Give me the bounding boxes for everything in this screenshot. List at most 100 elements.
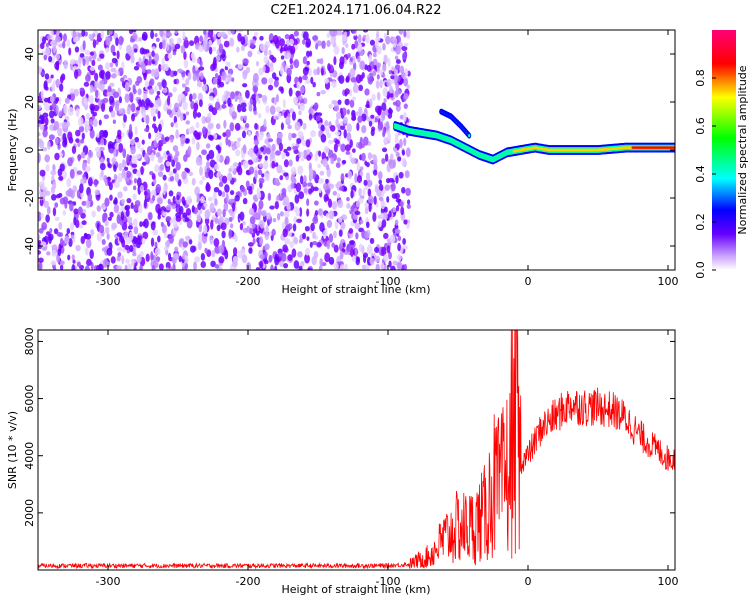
noise-blob bbox=[67, 254, 71, 261]
noise-blob bbox=[172, 145, 179, 152]
noise-blob bbox=[106, 233, 110, 240]
noise-blob bbox=[394, 136, 399, 145]
noise-blob bbox=[157, 110, 161, 119]
noise-blob bbox=[335, 162, 341, 169]
noise-blob bbox=[52, 181, 57, 190]
noise-blob bbox=[376, 62, 382, 68]
noise-blob bbox=[70, 58, 76, 65]
noise-blob bbox=[154, 85, 158, 92]
noise-blob bbox=[208, 95, 214, 101]
noise-blob bbox=[339, 264, 346, 270]
noise-blob bbox=[224, 249, 229, 260]
noise-blob bbox=[89, 128, 95, 139]
spectrogram-x-tick-label: -300 bbox=[96, 275, 121, 288]
noise-blob bbox=[73, 69, 79, 80]
noise-blob bbox=[373, 169, 378, 176]
noise-blob bbox=[100, 30, 105, 39]
noise-blob bbox=[91, 210, 96, 218]
noise-blob bbox=[204, 209, 210, 220]
noise-blob bbox=[265, 147, 271, 155]
noise-blob bbox=[157, 156, 163, 164]
noise-blob bbox=[333, 105, 340, 112]
noise-blob bbox=[267, 192, 272, 201]
noise-blob bbox=[380, 262, 385, 270]
noise-blob bbox=[163, 232, 168, 239]
noise-blob bbox=[289, 108, 294, 114]
noise-blob bbox=[368, 120, 373, 127]
noise-blob bbox=[320, 133, 327, 143]
noise-blob bbox=[73, 208, 79, 215]
snr-panel: -300 -200 -100 0 100 2000 4000 6000 8000 Height … bbox=[6, 327, 679, 596]
noise-blob bbox=[150, 30, 155, 40]
noise-blob bbox=[232, 162, 239, 168]
noise-blob bbox=[295, 90, 301, 98]
noise-blob bbox=[192, 65, 196, 75]
noise-blob bbox=[123, 186, 128, 192]
noise-blob bbox=[250, 42, 255, 48]
noise-blob bbox=[77, 206, 83, 216]
noise-blob bbox=[354, 39, 359, 49]
noise-blob bbox=[331, 201, 338, 210]
noise-blob bbox=[241, 44, 245, 52]
noise-blob bbox=[366, 221, 370, 229]
noise-blob bbox=[398, 171, 404, 179]
noise-blob bbox=[224, 94, 228, 100]
noise-blob bbox=[236, 103, 242, 113]
noise-blob bbox=[198, 232, 203, 243]
noise-blob bbox=[210, 63, 216, 72]
noise-blob bbox=[59, 237, 64, 246]
noise-blob bbox=[210, 219, 214, 230]
noise-blob bbox=[158, 84, 162, 91]
noise-blob bbox=[107, 176, 111, 187]
noise-blob bbox=[342, 242, 346, 248]
noise-blob bbox=[158, 64, 162, 72]
noise-blob bbox=[305, 38, 312, 48]
noise-blob bbox=[265, 105, 270, 114]
noise-blob bbox=[183, 51, 187, 60]
noise-blob bbox=[334, 139, 340, 145]
noise-blob bbox=[283, 210, 290, 218]
noise-blob bbox=[208, 149, 215, 160]
noise-blob bbox=[287, 231, 293, 237]
noise-blob bbox=[113, 164, 117, 172]
noise-blob bbox=[71, 145, 77, 154]
noise-blob bbox=[269, 105, 276, 115]
noise-blob bbox=[71, 254, 75, 261]
noise-blob bbox=[133, 266, 137, 270]
noise-blob bbox=[121, 132, 125, 138]
noise-blob bbox=[195, 121, 200, 129]
noise-blob bbox=[298, 265, 303, 270]
noise-blob bbox=[86, 125, 91, 131]
noise-blob bbox=[107, 86, 112, 93]
noise-blob bbox=[55, 96, 60, 102]
noise-blob bbox=[74, 46, 80, 53]
noise-blob bbox=[97, 99, 103, 109]
noise-blob bbox=[264, 155, 268, 161]
noise-blob bbox=[192, 108, 198, 119]
noise-blob bbox=[289, 240, 294, 249]
noise-blob bbox=[107, 216, 112, 221]
noise-blob bbox=[244, 122, 250, 129]
noise-blob bbox=[396, 254, 402, 262]
noise-blob bbox=[247, 159, 254, 165]
noise-blob bbox=[279, 65, 284, 76]
noise-blob bbox=[224, 155, 230, 165]
colorbar-tick-label: 0.4 bbox=[694, 165, 707, 183]
noise-blob bbox=[275, 93, 279, 103]
noise-blob bbox=[214, 163, 220, 171]
noise-blob bbox=[341, 214, 348, 221]
noise-blob bbox=[214, 72, 219, 79]
noise-blob bbox=[234, 234, 238, 243]
noise-blob bbox=[212, 46, 216, 52]
noise-blob bbox=[158, 263, 164, 270]
noise-blob bbox=[111, 73, 117, 79]
noise-blob bbox=[117, 252, 122, 257]
noise-blob bbox=[405, 187, 411, 197]
noise-blob bbox=[345, 43, 349, 48]
noise-blob bbox=[316, 66, 320, 76]
noise-blob bbox=[213, 34, 217, 41]
noise-blob bbox=[400, 206, 405, 216]
noise-blob bbox=[143, 73, 147, 81]
noise-blob bbox=[218, 181, 224, 187]
noise-blob bbox=[277, 112, 282, 119]
